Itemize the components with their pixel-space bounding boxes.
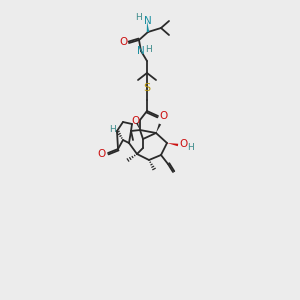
Text: O: O [131, 116, 139, 126]
Text: H: H [188, 142, 194, 152]
Text: O: O [159, 111, 167, 121]
Text: O: O [180, 139, 188, 149]
Text: H: H [135, 13, 141, 22]
Polygon shape [136, 123, 140, 130]
Text: O: O [98, 149, 106, 159]
Polygon shape [147, 21, 149, 32]
Text: N: N [137, 46, 145, 56]
Polygon shape [167, 143, 178, 146]
Text: H: H [145, 46, 152, 55]
Text: H: H [110, 124, 116, 134]
Text: N: N [144, 16, 152, 26]
Text: O: O [120, 37, 128, 47]
Text: S: S [143, 83, 151, 93]
Polygon shape [156, 124, 161, 133]
